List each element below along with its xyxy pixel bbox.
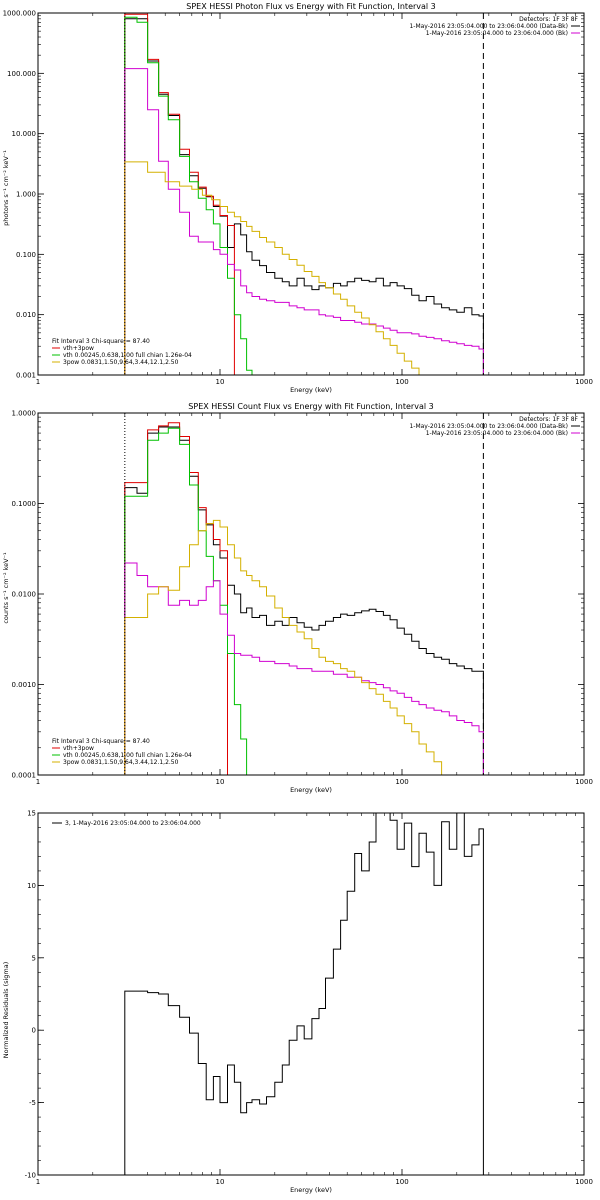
x-tick-label: 1000 — [575, 778, 593, 786]
legend-text: 1-May-2016 23:05:04.000 to 23:06:04.000 … — [409, 23, 568, 30]
x-tick-label: 1 — [36, 1178, 40, 1186]
chart-title: SPEX HESSI Count Flux vs Energy with Fit… — [188, 402, 433, 411]
series-line-4 — [124, 519, 447, 775]
legend-text: vth 0.00245,0.638,1.00 full chian 1.26e-… — [63, 752, 192, 759]
y-tick-label: 0.100 — [16, 251, 36, 259]
y-tick-label: -10 — [25, 1172, 36, 1180]
y-tick-label: 0 — [32, 1027, 36, 1035]
y-tick-label: 0.0001 — [12, 772, 37, 780]
y-tick-label: 10 — [27, 882, 36, 890]
legend-text: vth+3pow — [63, 745, 94, 752]
legend-text: vth+3pow — [63, 345, 94, 352]
y-tick-label: 0.010 — [16, 311, 36, 319]
legend-text: 3pow 0.0831,1.50,9.64,3.44,12.1,2.50 — [63, 359, 179, 366]
x-axis-label: Energy (keV) — [290, 1186, 332, 1194]
x-tick-label: 10 — [216, 1178, 225, 1186]
x-tick-label: 1000 — [575, 378, 593, 386]
y-axis-label: photons s⁻¹ cm⁻² keV⁻¹ — [2, 150, 10, 226]
legend-text: Detectors: 1F 3F 8F — [519, 416, 578, 423]
x-tick-label: 10 — [216, 778, 225, 786]
plot-frame — [37, 412, 585, 776]
series-line-4 — [124, 161, 423, 375]
y-axis-label: counts s⁻¹ cm⁻² keV⁻¹ — [2, 552, 10, 624]
series-line-0 — [124, 813, 484, 1175]
y-tick-label: 1.000 — [16, 191, 36, 199]
x-tick-label: 1 — [36, 378, 40, 386]
x-tick-label: 100 — [395, 778, 408, 786]
plot-frame — [37, 812, 585, 1176]
count-flux-chart: SPEX HESSI Count Flux vs Energy with Fit… — [2, 402, 593, 794]
x-axis-label: Energy (keV) — [290, 386, 332, 394]
legend-text: 1-May-2016 23:05:04.000 to 23:06:04.000 … — [426, 30, 568, 37]
series-group — [124, 813, 484, 1175]
y-tick-label: 10.000 — [12, 130, 37, 138]
legend-text: Detectors: 1F 3F 8F — [519, 16, 578, 23]
y-axis-label: Normalized Residuals (sigma) — [2, 962, 10, 1059]
legend-text: vth 0.00245,0.638,1.00 full chian 1.26e-… — [63, 352, 192, 359]
legend-text: 1-May-2016 23:05:04.000 to 23:06:04.000 … — [426, 430, 568, 437]
y-tick-label: 0.0100 — [12, 591, 37, 599]
series-line-3 — [124, 68, 484, 375]
x-tick-label: 1 — [36, 778, 40, 786]
series-line-3 — [124, 562, 484, 775]
series-group — [124, 13, 484, 375]
series-group — [124, 422, 484, 775]
residuals-chart: Energy (keV) Normalized Residuals (sigma… — [2, 810, 593, 1195]
chart-title: SPEX HESSI Photon Flux vs Energy with Fi… — [186, 2, 436, 11]
legend-text: 3pow 0.0831,1.50,9.64,3.44,12.1,2.50 — [63, 759, 179, 766]
y-tick-label: 1000.000 — [3, 10, 36, 18]
series-line-0 — [124, 18, 484, 375]
y-tick-label: 5 — [32, 954, 36, 962]
x-axis-label: Energy (keV) — [290, 786, 332, 794]
x-tick-label: 100 — [395, 378, 408, 386]
photon-flux-chart: SPEX HESSI Photon Flux vs Energy with Fi… — [2, 2, 593, 394]
x-tick-label: 1000 — [575, 1178, 593, 1186]
legend-text: 1-May-2016 23:05:04.000 to 23:06:04.000 … — [409, 423, 568, 430]
legend-text: 3, 1-May-2016 23:05:04.000 to 23:06:04.0… — [65, 820, 201, 827]
y-tick-label: 15 — [27, 810, 36, 818]
y-tick-label: 0.001 — [16, 372, 36, 380]
y-tick-label: 100.000 — [7, 70, 36, 78]
x-tick-label: 100 — [395, 1178, 408, 1186]
series-line-2 — [124, 16, 253, 375]
series-line-0 — [124, 426, 484, 775]
series-line-2 — [124, 427, 252, 775]
y-tick-label: 0.0010 — [12, 681, 37, 689]
plot-frame — [37, 12, 585, 376]
y-tick-label: 1.0000 — [12, 410, 37, 418]
x-tick-label: 10 — [216, 378, 225, 386]
y-tick-label: 0.1000 — [12, 500, 37, 508]
series-line-1 — [124, 422, 228, 775]
y-tick-label: -5 — [29, 1099, 36, 1107]
legend-header: Fit Interval 3 Chi-square = 87.40 — [52, 338, 150, 345]
legend-header: Fit Interval 3 Chi-square = 87.40 — [52, 738, 150, 745]
